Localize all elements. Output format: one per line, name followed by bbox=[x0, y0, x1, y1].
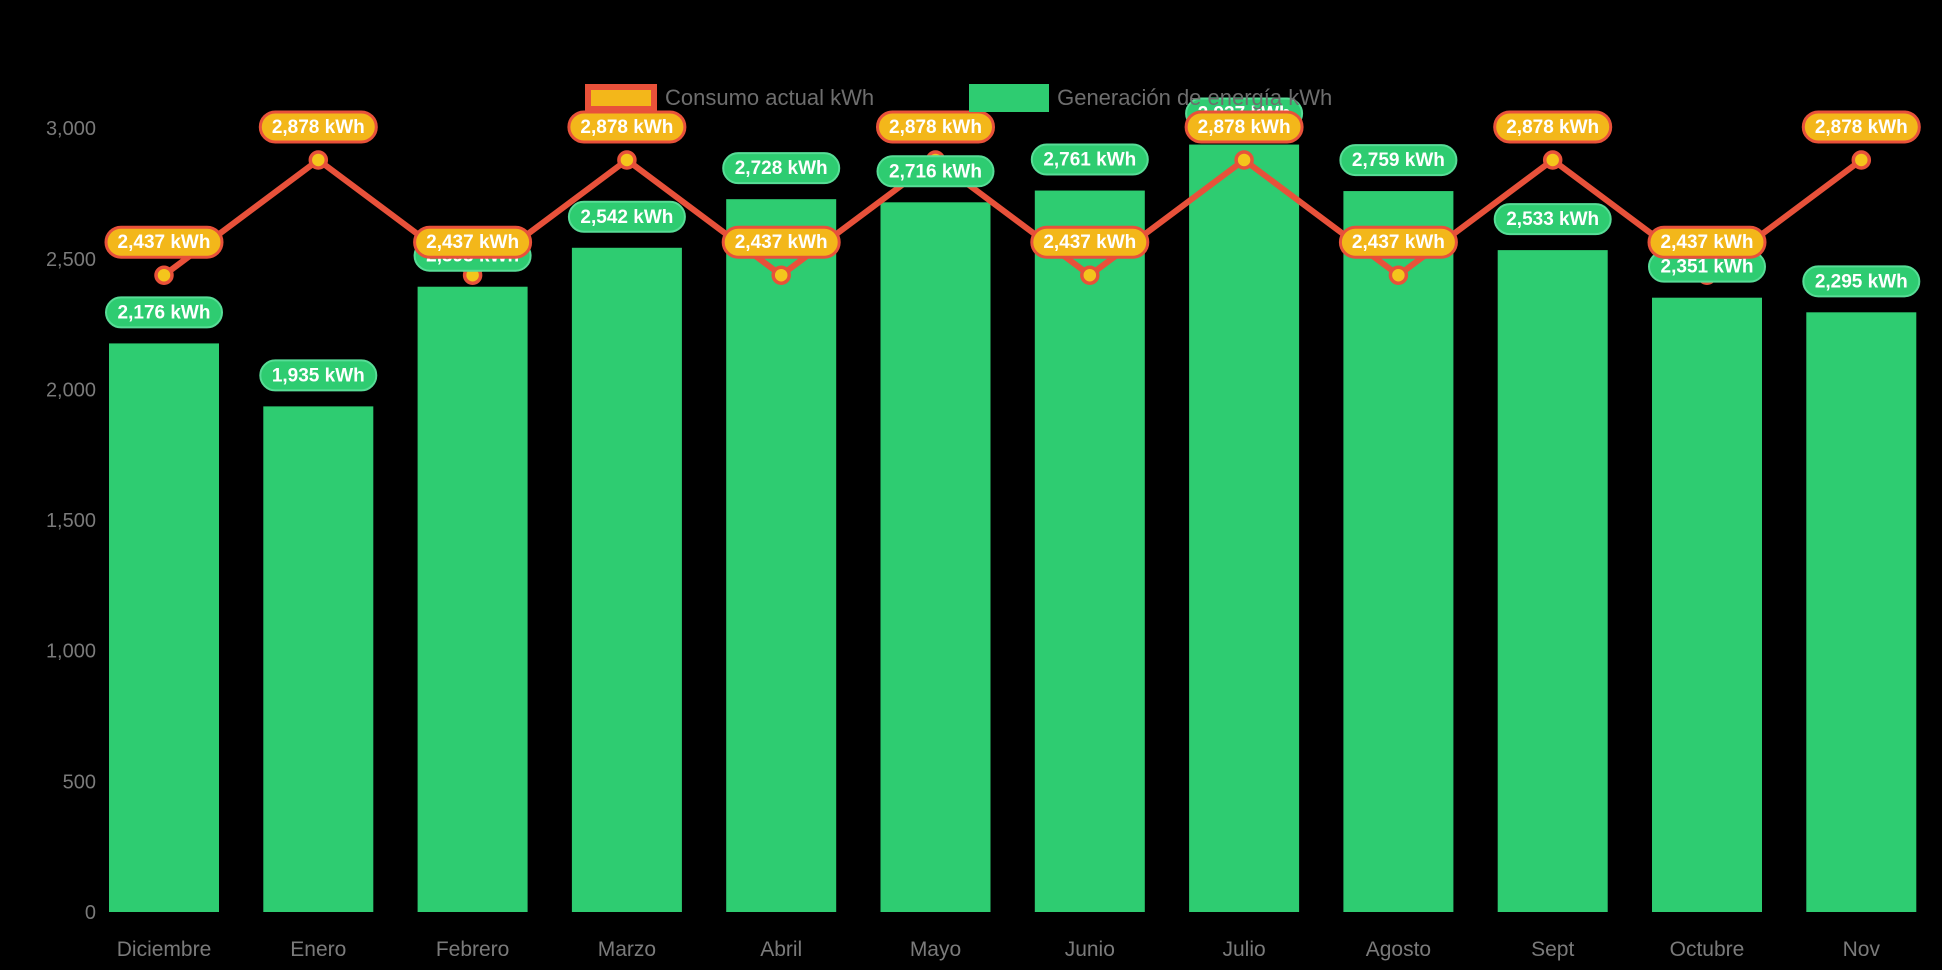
consumo-point-enero[interactable] bbox=[308, 150, 329, 170]
line-value-label-abril: 2,437 kWh bbox=[721, 225, 841, 259]
legend-item-generacion[interactable]: Generación de energía kWh bbox=[969, 84, 1332, 112]
svg-text:2,878 kWh: 2,878 kWh bbox=[1815, 117, 1908, 138]
x-axis-label-sept: Sept bbox=[1531, 938, 1574, 961]
svg-text:2,437 kWh: 2,437 kWh bbox=[118, 232, 211, 253]
x-axis-label-nov: Nov bbox=[1843, 938, 1881, 961]
line-value-label-sept: 2,878 kWh bbox=[1493, 110, 1613, 144]
bar-value-label-diciembre: 2,176 kWh bbox=[105, 296, 223, 329]
svg-text:2,878 kWh: 2,878 kWh bbox=[272, 117, 365, 138]
x-axis-label-enero: Enero bbox=[290, 938, 346, 961]
svg-text:2,351 kWh: 2,351 kWh bbox=[1661, 257, 1754, 278]
svg-text:1,935 kWh: 1,935 kWh bbox=[272, 365, 365, 386]
line-value-label-mayo: 2,878 kWh bbox=[876, 110, 995, 144]
bar-value-label-enero: 1,935 kWh bbox=[259, 359, 378, 392]
svg-text:2,533 kWh: 2,533 kWh bbox=[1506, 209, 1599, 230]
y-axis-tick: 1,500 bbox=[46, 510, 96, 532]
legend-label-consumo: Consumo actual kWh bbox=[665, 85, 875, 110]
svg-text:2,878 kWh: 2,878 kWh bbox=[889, 117, 982, 138]
consumo-point-marzo[interactable] bbox=[617, 150, 637, 170]
bar-value-label-sept: 2,533 kWh bbox=[1493, 203, 1612, 236]
svg-text:2,437 kWh: 2,437 kWh bbox=[1661, 232, 1754, 253]
line-value-label-junio: 2,437 kWh bbox=[1030, 225, 1150, 259]
line-value-label-febrero: 2,437 kWh bbox=[413, 225, 533, 259]
svg-text:2,437 kWh: 2,437 kWh bbox=[426, 232, 519, 253]
bar-febrero[interactable] bbox=[417, 286, 528, 912]
svg-text:2,295 kWh: 2,295 kWh bbox=[1815, 271, 1908, 292]
bar-marzo[interactable] bbox=[571, 247, 682, 913]
x-axis-label-mayo: Mayo bbox=[910, 938, 961, 961]
bar-diciembre[interactable] bbox=[109, 343, 219, 912]
svg-text:2,437 kWh: 2,437 kWh bbox=[1043, 232, 1136, 253]
x-axis-label-junio: Junio bbox=[1065, 938, 1115, 961]
bar-sept[interactable] bbox=[1497, 250, 1608, 913]
bar-value-label-nov: 2,295 kWh bbox=[1802, 265, 1921, 298]
svg-text:2,761 kWh: 2,761 kWh bbox=[1043, 150, 1136, 171]
consumo-point-nov[interactable] bbox=[1851, 150, 1872, 170]
consumo-point-diciembre[interactable] bbox=[154, 265, 174, 285]
line-value-label-julio: 2,878 kWh bbox=[1184, 110, 1304, 144]
bar-value-label-marzo: 2,542 kWh bbox=[567, 200, 686, 233]
x-axis-label-abril: Abril bbox=[760, 938, 802, 961]
svg-text:2,437 kWh: 2,437 kWh bbox=[735, 232, 828, 253]
y-axis-tick: 3,000 bbox=[46, 118, 96, 140]
svg-text:2,716 kWh: 2,716 kWh bbox=[889, 161, 982, 182]
bar-abril[interactable] bbox=[726, 199, 837, 913]
consumo-point-julio[interactable] bbox=[1234, 150, 1254, 170]
x-axis-label-diciembre: Diciembre bbox=[117, 938, 212, 961]
consumo-point-junio[interactable] bbox=[1080, 265, 1100, 285]
bar-octubre[interactable] bbox=[1652, 297, 1762, 912]
x-axis-label-julio: Julio bbox=[1222, 938, 1265, 961]
x-axis-label-febrero: Febrero bbox=[436, 938, 510, 961]
y-axis-tick: 500 bbox=[63, 771, 96, 793]
bar-enero[interactable] bbox=[263, 406, 374, 912]
line-value-label-marzo: 2,878 kWh bbox=[567, 110, 687, 144]
x-axis-label-marzo: Marzo bbox=[598, 938, 656, 961]
bar-value-label-agosto: 2,759 kWh bbox=[1339, 144, 1458, 177]
line-value-label-octubre: 2,437 kWh bbox=[1647, 225, 1767, 259]
generacion-swatch-icon bbox=[969, 84, 1050, 112]
x-axis-label-agosto: Agosto bbox=[1366, 938, 1431, 961]
svg-text:2,176 kWh: 2,176 kWh bbox=[118, 302, 211, 323]
svg-text:2,542 kWh: 2,542 kWh bbox=[580, 207, 673, 228]
bar-agosto[interactable] bbox=[1343, 191, 1454, 912]
legend-label-generacion: Generación de energía kWh bbox=[1057, 85, 1333, 110]
svg-text:2,759 kWh: 2,759 kWh bbox=[1352, 150, 1445, 171]
bar-value-label-abril: 2,728 kWh bbox=[722, 152, 841, 185]
svg-text:2,878 kWh: 2,878 kWh bbox=[580, 117, 673, 138]
consumo-point-abril[interactable] bbox=[771, 265, 791, 285]
consumo-point-agosto[interactable] bbox=[1388, 265, 1409, 285]
line-value-label-diciembre: 2,437 kWh bbox=[104, 225, 224, 259]
svg-text:2,878 kWh: 2,878 kWh bbox=[1506, 117, 1599, 138]
legend-item-consumo[interactable]: Consumo actual kWh bbox=[585, 84, 874, 112]
bar-value-label-mayo: 2,716 kWh bbox=[876, 155, 995, 188]
y-axis-tick: 0 bbox=[85, 902, 96, 924]
chart-legend: Consumo actual kWh Generación de energía… bbox=[585, 84, 1332, 112]
line-value-label-nov: 2,878 kWh bbox=[1801, 110, 1921, 144]
bar-mayo[interactable] bbox=[880, 202, 991, 912]
x-axis-label-octubre: Octubre bbox=[1670, 938, 1745, 961]
bar-julio[interactable] bbox=[1189, 144, 1300, 913]
line-value-label-agosto: 2,437 kWh bbox=[1338, 225, 1458, 259]
bar-nov[interactable] bbox=[1806, 312, 1917, 912]
y-axis-tick: 1,000 bbox=[46, 641, 96, 663]
line-value-label-enero: 2,878 kWh bbox=[258, 110, 378, 144]
bar-value-label-junio: 2,761 kWh bbox=[1030, 143, 1149, 176]
svg-text:2,728 kWh: 2,728 kWh bbox=[735, 158, 828, 179]
consumo-swatch-icon bbox=[585, 84, 657, 112]
y-axis-tick: 2,500 bbox=[46, 249, 96, 271]
y-axis-tick: 2,000 bbox=[46, 379, 96, 401]
bar-junio[interactable] bbox=[1034, 190, 1145, 912]
svg-text:2,437 kWh: 2,437 kWh bbox=[1352, 232, 1445, 253]
consumo-point-sept[interactable] bbox=[1542, 150, 1563, 170]
svg-text:2,878 kWh: 2,878 kWh bbox=[1198, 117, 1291, 138]
